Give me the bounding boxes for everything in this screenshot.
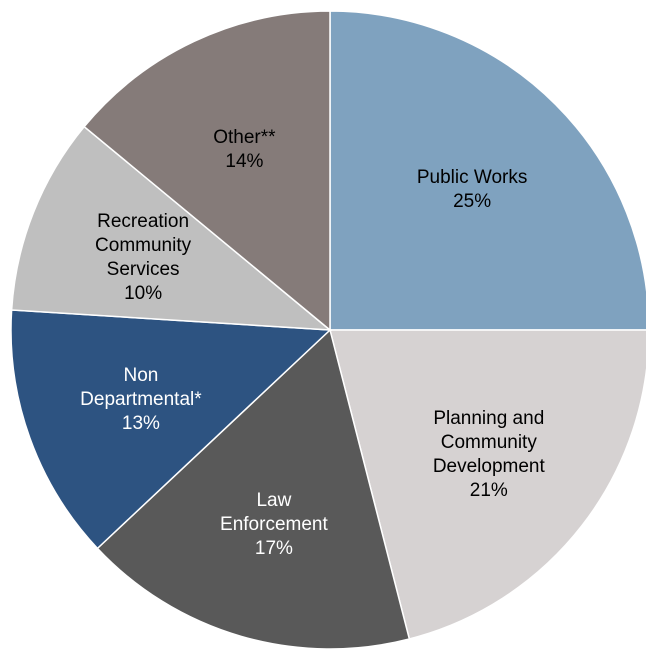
slice-label-public-works: Public Works 25%	[417, 167, 528, 212]
slice-name-line: Recreation	[97, 211, 189, 232]
slice-name-line: Enforcement	[220, 514, 328, 535]
pie-labels: Public Works 25% Planning and Community Deve…	[80, 127, 545, 559]
slice-label-other: Other** 14%	[213, 127, 276, 172]
slice-value-label: 14%	[225, 151, 263, 172]
slice-name-line: Community	[441, 432, 538, 453]
pie-slice-public-works	[329, 10, 646, 331]
pie-slice-planning-and-community-development	[329, 329, 646, 640]
pie-slice-non-departmental	[10, 309, 332, 550]
slice-label-recreation-community-services: Recreation Community Services 10%	[95, 211, 192, 304]
slice-name-line: Other**	[213, 127, 276, 148]
slice-value-label: 21%	[470, 480, 508, 501]
pie-slices	[10, 10, 646, 650]
slice-value-label: 25%	[453, 191, 491, 212]
slice-value-label: 10%	[124, 283, 162, 304]
slice-value-label: 13%	[122, 413, 160, 434]
slice-label-planning-and-community-development: Planning and Community Development 21%	[433, 408, 546, 501]
pie-slice-other	[83, 10, 331, 332]
slice-value-label: 17%	[255, 538, 293, 559]
slice-name-line: Law	[256, 490, 291, 511]
slice-label-non-departmental: Non Departmental* 13%	[80, 365, 202, 434]
slice-name-line: Planning and	[433, 408, 544, 429]
slice-name-line: Community	[95, 235, 192, 256]
slice-name-line: Public Works	[417, 167, 528, 188]
pie-slice-law-enforcement	[96, 328, 411, 650]
slice-name-line: Departmental*	[80, 389, 202, 410]
pie-slice-recreation-community-services	[10, 125, 333, 331]
slice-name-line: Non	[123, 365, 158, 386]
slice-name-line: Development	[433, 456, 546, 477]
slice-name-line: Services	[107, 259, 180, 280]
slice-label-law-enforcement: Law Enforcement 17%	[220, 490, 328, 559]
